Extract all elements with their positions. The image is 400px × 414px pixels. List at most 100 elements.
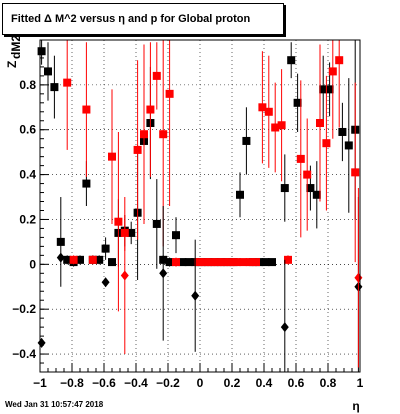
data-point-diamond	[159, 268, 168, 279]
data-point-square	[236, 190, 244, 199]
series-0	[37, 40, 360, 287]
x-tick-label: −1	[33, 376, 47, 390]
data-point-square	[108, 152, 116, 161]
data-point-square	[335, 56, 344, 65]
data-point-square	[108, 258, 116, 267]
data-point-square	[261, 258, 270, 267]
data-point-square	[63, 255, 72, 264]
data-point-diamond	[56, 252, 65, 263]
y-axis-label-group: Z dM2	[5, 35, 23, 68]
data-point-diamond	[191, 290, 200, 301]
data-point-square	[325, 85, 334, 94]
axis-titles: η Z dM2	[5, 35, 360, 413]
data-point-square	[172, 258, 180, 267]
data-point-square	[152, 219, 161, 228]
data-point-square	[287, 56, 296, 65]
y-tick-label: −0.4	[12, 347, 36, 361]
title-box: Fitted Δ M^2 versus η and p for Global p…	[2, 3, 284, 35]
data-point-diamond	[37, 337, 46, 348]
y-tick-label: 0	[29, 257, 36, 271]
data-point-square	[316, 119, 324, 127]
data-point-square	[101, 244, 110, 253]
data-point-square	[82, 179, 91, 188]
data-point-square	[44, 67, 52, 76]
y-axis-label: Z	[5, 61, 19, 68]
data-point-square	[165, 89, 174, 98]
grid	[40, 40, 360, 372]
y-axis-label-subscript: dM2	[9, 35, 23, 59]
x-axis-label: η	[352, 399, 359, 413]
timestamp: Wed Jan 31 10:57:47 2018	[5, 400, 104, 409]
data-point-square	[69, 255, 78, 264]
data-point-square	[258, 103, 267, 112]
data-point-square	[232, 258, 241, 267]
data-point-diamond	[120, 270, 129, 281]
data-point-square	[56, 237, 65, 246]
chart-title: Fitted Δ M^2 versus η and p for Global p…	[11, 13, 251, 25]
data-point-square	[95, 255, 104, 264]
data-point-square	[284, 255, 292, 264]
data-point-square	[268, 258, 276, 267]
x-tick-label: −0.6	[92, 376, 116, 390]
data-point-square	[207, 258, 216, 267]
y-tick-label: 0.8	[19, 78, 36, 92]
data-point-square	[338, 127, 347, 136]
y-tick-label: 0.2	[19, 212, 36, 226]
x-tick-label: −0.8	[60, 376, 84, 390]
data-point-square	[114, 217, 123, 226]
data-point-square	[245, 258, 254, 267]
data-point-square	[328, 67, 337, 76]
data-point-square	[82, 105, 91, 114]
data-point-square	[140, 130, 148, 139]
data-point-square	[184, 258, 193, 267]
data-point-square	[293, 98, 302, 107]
data-point-square	[322, 139, 331, 148]
x-tick-label: 1	[357, 376, 364, 390]
y-tick-label: −0.2	[12, 302, 36, 316]
data-point-diamond	[280, 322, 289, 333]
data-point-square	[88, 255, 97, 264]
data-point-square	[178, 258, 187, 267]
data-point-square	[280, 184, 289, 193]
plot-frame	[39, 39, 361, 373]
data-point-square	[213, 258, 222, 267]
data-point-square	[303, 170, 312, 179]
data-point-square	[146, 105, 155, 114]
data-points	[37, 40, 363, 372]
data-point-diamond	[101, 277, 110, 288]
data-point-square	[239, 258, 248, 267]
data-point-square	[226, 258, 235, 267]
x-tick-label: 0.2	[224, 376, 241, 390]
data-point-square	[351, 168, 360, 177]
data-point-square	[172, 231, 180, 240]
y-tick-label: 0.6	[19, 123, 36, 137]
data-point-square	[319, 85, 328, 94]
data-point-square	[242, 136, 251, 145]
x-tick-label: −0.4	[124, 376, 148, 390]
data-point-square	[165, 258, 174, 267]
axis-ticks	[39, 39, 361, 373]
x-tick-label: 0	[197, 376, 204, 390]
series-1	[63, 40, 360, 312]
data-point-square	[159, 130, 168, 139]
x-tick-label: 0.6	[288, 376, 305, 390]
data-point-diamond	[354, 272, 363, 283]
data-point-square	[63, 78, 72, 87]
x-tick-label: 0.8	[320, 376, 337, 390]
data-point-square	[200, 258, 209, 267]
data-point-square	[277, 121, 286, 130]
data-point-square	[296, 154, 305, 163]
data-point-square	[306, 184, 315, 193]
data-point-square	[37, 47, 46, 56]
data-point-square	[152, 71, 161, 80]
axis-tick-labels: −1 −0.8 −0.6 −0.4 −0.2 0 0.2 0.4 0.6 0.8 1 −0.4 −0.2…	[12, 78, 363, 390]
data-point-square	[312, 190, 321, 199]
x-tick-label: 0.4	[256, 376, 273, 390]
data-point-square	[344, 141, 353, 150]
data-point-square	[76, 255, 84, 264]
x-tick-label: −0.2	[156, 376, 180, 390]
series-3	[120, 188, 363, 368]
data-point-square	[50, 83, 59, 92]
